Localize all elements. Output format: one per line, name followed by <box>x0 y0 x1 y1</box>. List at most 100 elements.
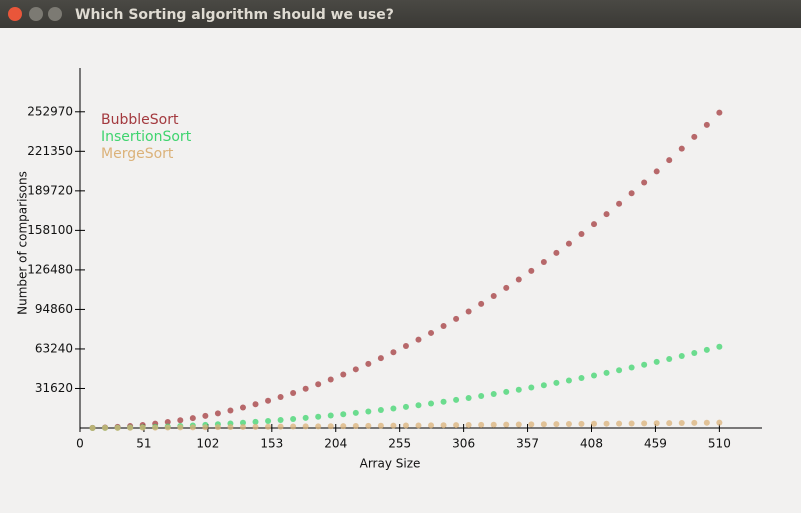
data-point <box>177 424 184 431</box>
x-tick-label: 255 <box>388 437 411 451</box>
data-point <box>490 421 497 428</box>
data-point <box>440 323 447 330</box>
data-point <box>302 423 309 430</box>
data-point <box>628 420 635 427</box>
x-tick-label: 153 <box>260 437 283 451</box>
data-point <box>327 423 334 430</box>
x-tick-label: 102 <box>196 437 219 451</box>
data-point <box>641 361 648 368</box>
data-point <box>465 394 472 401</box>
x-tick-label: 306 <box>452 437 475 451</box>
data-point <box>127 424 134 431</box>
data-point <box>703 346 710 353</box>
data-point <box>603 420 610 427</box>
data-point <box>202 424 209 431</box>
data-point <box>440 398 447 405</box>
data-point <box>340 411 347 418</box>
y-tick-label: 126480 <box>27 262 73 276</box>
maximize-button[interactable] <box>48 7 62 21</box>
data-point <box>515 421 522 428</box>
data-point <box>603 211 610 218</box>
x-tick-label: 459 <box>644 437 667 451</box>
data-point <box>277 393 284 400</box>
data-point <box>591 420 598 427</box>
data-point <box>478 421 485 428</box>
data-point <box>377 407 384 413</box>
close-button[interactable] <box>8 7 22 21</box>
data-point <box>415 422 422 429</box>
data-point <box>553 379 560 386</box>
data-point <box>390 405 397 412</box>
data-point <box>114 424 121 431</box>
y-tick-label: 158100 <box>27 223 73 237</box>
data-point <box>102 424 109 431</box>
data-point <box>365 422 372 429</box>
data-point <box>490 292 497 299</box>
data-point <box>352 409 359 416</box>
data-point <box>290 415 297 422</box>
data-point <box>678 419 685 426</box>
x-tick-label: 51 <box>136 437 151 451</box>
x-tick-label: 0 <box>76 437 84 451</box>
data-point <box>453 396 460 403</box>
data-point <box>540 421 547 428</box>
data-point <box>365 360 372 367</box>
data-point <box>490 390 497 397</box>
data-point <box>327 376 334 383</box>
data-point <box>628 190 635 197</box>
x-tick-label: 408 <box>580 437 603 451</box>
minimize-button[interactable] <box>29 7 43 21</box>
data-point <box>239 423 246 430</box>
data-point <box>666 157 673 164</box>
x-tick-label: 204 <box>324 437 347 451</box>
data-point <box>478 300 485 307</box>
data-point <box>616 367 623 374</box>
data-point <box>315 381 322 388</box>
data-point <box>340 371 347 378</box>
data-point <box>227 407 234 414</box>
data-point <box>716 109 723 116</box>
data-point <box>402 403 409 410</box>
data-point <box>227 424 234 431</box>
data-point <box>503 388 510 395</box>
data-point <box>578 420 585 427</box>
data-point <box>678 145 685 152</box>
legend-entry: InsertionSort <box>101 129 192 145</box>
data-point <box>202 412 209 419</box>
data-point <box>641 179 648 186</box>
data-point <box>703 121 710 128</box>
data-point <box>515 276 522 283</box>
data-point <box>164 424 171 431</box>
data-point <box>528 384 535 391</box>
data-point <box>390 349 397 356</box>
data-point <box>252 401 259 408</box>
data-point <box>239 404 246 411</box>
data-point <box>603 369 610 376</box>
y-tick-label: 252970 <box>27 104 73 118</box>
data-point <box>641 420 648 427</box>
data-point <box>565 240 572 247</box>
data-point <box>553 249 560 256</box>
data-point <box>402 422 409 429</box>
data-point <box>315 413 322 420</box>
data-point <box>189 424 196 431</box>
y-tick-label: 94860 <box>35 302 73 316</box>
data-point <box>189 415 196 422</box>
y-tick-label: 189720 <box>27 183 73 197</box>
data-point <box>352 422 359 429</box>
x-tick-label: 357 <box>516 437 539 451</box>
data-point <box>578 375 585 381</box>
data-point <box>553 421 560 428</box>
data-point <box>453 422 460 429</box>
data-point <box>503 284 510 291</box>
data-point <box>252 418 259 425</box>
data-point <box>290 389 297 396</box>
data-point <box>89 424 96 431</box>
data-point <box>265 417 272 424</box>
data-point <box>428 422 435 429</box>
data-point <box>290 423 297 430</box>
data-point <box>716 419 723 426</box>
data-point <box>177 417 184 424</box>
